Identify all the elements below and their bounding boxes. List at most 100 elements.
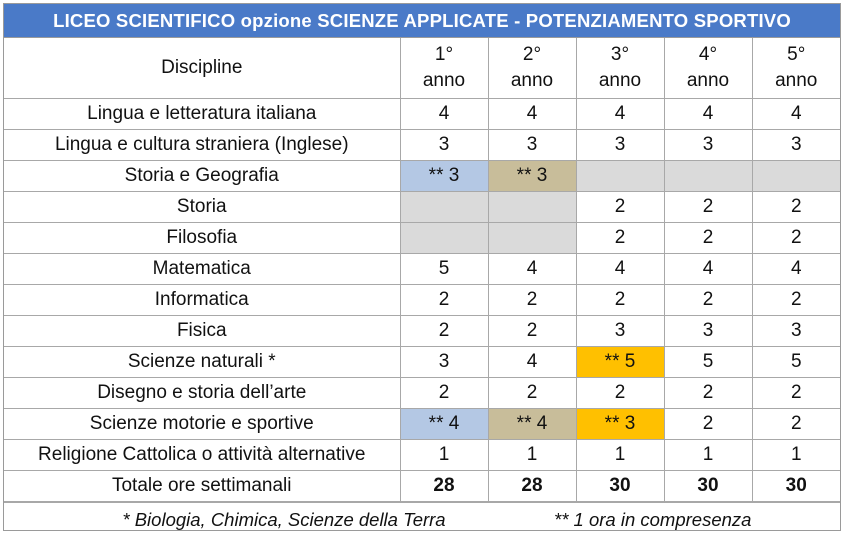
discipline-name: Filosofia xyxy=(4,222,401,254)
hours-cell: 5 xyxy=(399,253,489,285)
hours-cell: 3 xyxy=(487,129,577,161)
hours-cell: 1 xyxy=(663,439,753,471)
hours-cell: 4 xyxy=(575,253,665,285)
hours-cell: 1 xyxy=(575,439,665,471)
year-num: 2° xyxy=(522,44,542,65)
total-row: Totale ore settimanali 28 28 30 30 30 xyxy=(4,470,840,502)
hours-cell: 2 xyxy=(663,191,753,223)
hours-cell: 3 xyxy=(663,315,753,347)
hours-cell: 3 xyxy=(575,315,665,347)
hours-cell: ** 4 xyxy=(487,408,577,440)
table-row: Lingua e cultura straniera (Inglese) 3 3… xyxy=(4,129,840,161)
hours-cell: 4 xyxy=(663,98,753,130)
discipline-name: Disegno e storia dell’arte xyxy=(4,377,401,409)
hours-cell: 4 xyxy=(751,253,840,285)
empty-cell xyxy=(751,160,840,192)
table-row: Filosofia 2 2 2 xyxy=(4,222,840,254)
hours-cell: 2 xyxy=(751,408,840,440)
header-row: Discipline 1° anno 2° anno 3° anno 4° anno 5… xyxy=(4,38,840,99)
empty-cell xyxy=(399,191,489,223)
hours-cell: 2 xyxy=(487,377,577,409)
hours-cell: 2 xyxy=(751,284,840,316)
year-label: anno xyxy=(775,70,818,91)
discipline-name: Fisica xyxy=(4,315,401,347)
discipline-name: Storia xyxy=(4,191,401,223)
hours-cell: 4 xyxy=(487,346,577,378)
table-row: Fisica 2 2 3 3 3 xyxy=(4,315,840,347)
hours-cell: 3 xyxy=(575,129,665,161)
discipline-name: Lingua e letteratura italiana xyxy=(4,98,401,130)
year-num: 5° xyxy=(787,44,806,65)
total-label: Totale ore settimanali xyxy=(4,470,401,502)
hours-cell: 2 xyxy=(575,191,665,223)
hours-cell: 5 xyxy=(751,346,840,378)
hours-cell: 2 xyxy=(663,284,753,316)
table-row: Religione Cattolica o attività alternati… xyxy=(4,439,840,471)
table-title: LICEO SCIENTIFICO opzione SCIENZE APPLIC… xyxy=(4,4,840,38)
hours-cell: 3 xyxy=(663,129,753,161)
header-year-4: 4° anno xyxy=(663,38,753,99)
year-label: anno xyxy=(510,70,554,91)
hours-cell: 4 xyxy=(399,98,489,130)
hours-cell: 2 xyxy=(487,284,577,316)
hours-cell: 2 xyxy=(575,222,665,254)
hours-cell: ** 3 xyxy=(399,160,489,192)
total-cell: 30 xyxy=(663,470,753,502)
year-label: anno xyxy=(422,70,466,91)
year-num: 3° xyxy=(610,44,630,65)
hours-cell: ** 3 xyxy=(575,408,665,440)
empty-cell xyxy=(663,160,753,192)
hours-cell: 2 xyxy=(399,315,489,347)
empty-cell xyxy=(399,222,489,254)
hours-cell: 3 xyxy=(399,129,489,161)
empty-cell xyxy=(487,191,577,223)
hours-cell: 4 xyxy=(575,98,665,130)
hours-cell: 2 xyxy=(575,284,665,316)
hours-cell: ** 5 xyxy=(575,346,665,378)
hours-cell: 2 xyxy=(399,284,489,316)
table-row: Informatica 2 2 2 2 2 xyxy=(4,284,840,316)
table-row: Disegno e storia dell’arte 2 2 2 2 2 xyxy=(4,377,840,409)
hours-cell: 4 xyxy=(751,98,840,130)
curriculum-table-container: LICEO SCIENTIFICO opzione SCIENZE APPLIC… xyxy=(3,3,841,531)
total-cell: 28 xyxy=(487,470,577,502)
footnote-compresenza: ** 1 ora in compresenza xyxy=(554,508,752,530)
year-num: 4° xyxy=(698,44,718,65)
empty-cell xyxy=(487,222,577,254)
hours-cell: 1 xyxy=(399,439,489,471)
empty-cell xyxy=(575,160,665,192)
hours-cell: 1 xyxy=(751,439,840,471)
hours-cell: 2 xyxy=(751,377,840,409)
discipline-name: Religione Cattolica o attività alternati… xyxy=(4,439,401,471)
discipline-name: Scienze motorie e sportive xyxy=(4,408,401,440)
discipline-name: Lingua e cultura straniera (Inglese) xyxy=(4,129,401,161)
hours-cell: ** 3 xyxy=(487,160,577,192)
hours-cell: ** 4 xyxy=(399,408,489,440)
discipline-name: Matematica xyxy=(4,253,401,285)
header-year-2: 2° anno xyxy=(487,38,577,99)
total-cell: 30 xyxy=(575,470,665,502)
footnotes: * Biologia, Chimica, Scienze della Terra… xyxy=(4,502,840,536)
hours-cell: 3 xyxy=(751,129,840,161)
hours-cell: 2 xyxy=(751,191,840,223)
table-row: Scienze naturali * 3 4 ** 5 5 5 xyxy=(4,346,840,378)
table-row: Storia e Geografia ** 3 ** 3 xyxy=(4,160,840,192)
hours-cell: 3 xyxy=(399,346,489,378)
year-label: anno xyxy=(686,70,730,91)
year-num: 1° xyxy=(434,44,454,65)
hours-cell: 2 xyxy=(487,315,577,347)
table-row: Matematica 5 4 4 4 4 xyxy=(4,253,840,285)
table-row: Lingua e letteratura italiana 4 4 4 4 4 xyxy=(4,98,840,130)
discipline-name: Scienze naturali * xyxy=(4,346,401,378)
hours-cell: 2 xyxy=(751,222,840,254)
hours-cell: 2 xyxy=(663,408,753,440)
hours-cell: 4 xyxy=(663,253,753,285)
hours-cell: 2 xyxy=(663,222,753,254)
hours-cell: 2 xyxy=(399,377,489,409)
hours-cell: 1 xyxy=(487,439,577,471)
hours-cell: 4 xyxy=(487,98,577,130)
header-discipline: Discipline xyxy=(4,38,401,99)
hours-cell: 5 xyxy=(663,346,753,378)
table-row: Storia 2 2 2 xyxy=(4,191,840,223)
hours-cell: 2 xyxy=(575,377,665,409)
